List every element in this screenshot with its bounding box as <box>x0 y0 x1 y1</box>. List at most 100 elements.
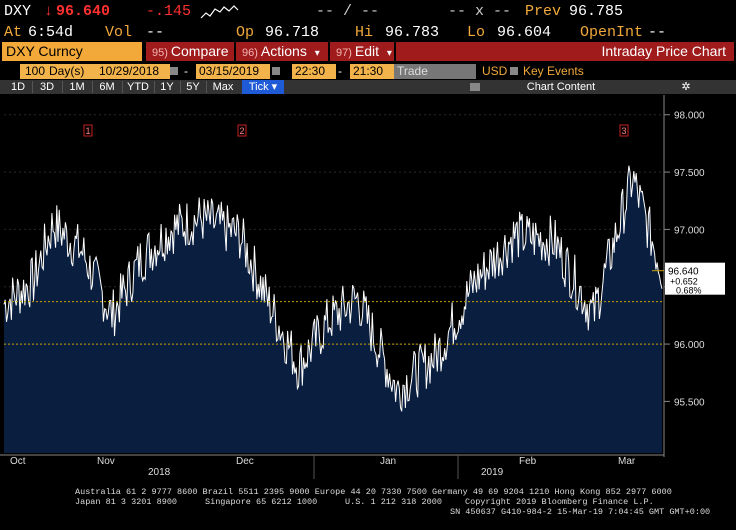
chevron-down-icon: ▾ <box>386 48 392 59</box>
last-change-pct-label: 0.68% <box>676 286 702 296</box>
vol-label: Vol <box>105 24 133 41</box>
range-max-button[interactable]: Max <box>212 81 234 93</box>
field-dropdown-icon[interactable] <box>468 64 476 79</box>
high-label: Hi <box>355 24 374 41</box>
tick-select[interactable]: Tick ▾ <box>242 80 284 94</box>
chart-content-button[interactable]: Chart Content <box>526 81 596 93</box>
sparkline-icon <box>200 5 239 19</box>
x-year-label: 2018 <box>148 467 171 478</box>
range-ytd-button[interactable]: YTD <box>127 81 149 93</box>
event-markers: 1 2 3 <box>83 124 629 137</box>
footer-copyright: Copyright 2019 Bloomberg Finance L.P. <box>465 497 654 507</box>
key-events-checkbox[interactable] <box>510 67 518 75</box>
y-tick-label: 95.500 <box>674 397 705 408</box>
gear-icon[interactable]: ✲ <box>681 81 691 93</box>
prev-value: 96.785 <box>569 3 624 20</box>
at-time: 6:54d <box>28 24 74 41</box>
x-axis: Oct Nov Dec Jan Feb Mar 2018 2019 <box>0 454 664 479</box>
x-month-label: Jan <box>380 456 396 467</box>
end-date-input[interactable]: 03/15/2019 <box>196 64 270 79</box>
price-line <box>3 165 663 412</box>
last-price-box <box>665 262 725 295</box>
at-label: At <box>4 24 23 41</box>
compare-label: Compare <box>170 43 229 59</box>
x-month-label: Nov <box>97 456 115 467</box>
open-value: 96.718 <box>265 24 320 41</box>
edit-button[interactable]: 97) Edit ▾ <box>330 42 394 61</box>
compare-button[interactable]: 95) Compare <box>146 42 234 61</box>
divider <box>62 81 63 93</box>
footer-session-info: SN 450637 G410-984-2 15-Mar-19 7:04:45 G… <box>450 507 711 517</box>
divider <box>122 81 123 93</box>
range-1y-button[interactable]: 1Y <box>160 81 174 93</box>
y-tick-label: 97.500 <box>674 168 705 179</box>
start-time-input[interactable]: 22:30 <box>292 64 336 79</box>
event-marker-label: 3 <box>622 126 627 136</box>
x-month-label: Oct <box>10 456 26 467</box>
last-price-label: 96.640 <box>668 267 699 278</box>
high-value: 96.783 <box>385 24 440 41</box>
field-select[interactable]: Trade <box>394 64 470 79</box>
divider <box>92 81 93 93</box>
openint-value: -- <box>648 24 667 41</box>
size: -- x -- <box>448 3 512 20</box>
divider <box>206 81 207 93</box>
actions-label: Actions <box>260 43 307 59</box>
footer: Australia 61 2 9777 8600 Brazil 5511 239… <box>0 487 736 530</box>
quote-bar: DXY ↓ 96.640 -.145 -- / -- -- x -- Prev … <box>0 0 736 22</box>
range-6m-button[interactable]: 6M <box>99 81 115 93</box>
y-tick-label: 96.000 <box>674 340 705 351</box>
range-1d-button[interactable]: 1D <box>10 81 26 93</box>
divider <box>32 81 33 93</box>
event-marker-label: 1 <box>86 126 91 136</box>
currency-label[interactable]: USD <box>482 64 508 78</box>
edit-shortcut: 97) <box>336 47 352 59</box>
x-month-label: Feb <box>519 456 537 467</box>
chart-title: Intraday Price Chart <box>601 43 727 59</box>
start-date-input[interactable]: 10/29/2018 <box>96 64 170 79</box>
key-events-label[interactable]: Key Events <box>523 64 584 78</box>
down-arrow-icon: ↓ <box>44 3 54 20</box>
actions-button[interactable]: 96) Actions ▾ <box>236 42 328 61</box>
x-month-label: Dec <box>236 456 254 467</box>
reference-lines <box>4 301 662 345</box>
security-field[interactable]: DXY Curncy <box>2 42 142 61</box>
y-tick-label: 98.000 <box>674 111 705 122</box>
calendar-icon[interactable] <box>272 67 280 75</box>
end-time-input[interactable]: 21:30 <box>350 64 394 79</box>
period-unit-select[interactable]: Day(s) <box>46 64 98 79</box>
chart-content-toggle-icon[interactable] <box>470 83 480 91</box>
time-range-dash: - <box>338 64 342 78</box>
event-marker-box <box>83 124 93 137</box>
last-price: 96.640 <box>56 3 111 20</box>
range-3d-button[interactable]: 3D <box>39 81 55 93</box>
security-label: DXY Curncy <box>6 43 83 59</box>
divider <box>180 81 181 93</box>
footer-contacts-line1: Australia 61 2 9777 8600 Brazil 5511 239… <box>75 487 672 497</box>
toolbar: DXY Curncy 95) Compare 96) Actions ▾ 97) Ed… <box>0 42 736 62</box>
range-nav: 1D 3D 1M 6M YTD 1Y 5Y Max Tick ▾ Chart C… <box>0 80 736 94</box>
range-5y-button[interactable]: 5Y <box>186 81 200 93</box>
event-marker-label: 2 <box>240 126 245 136</box>
chevron-down-icon: ▾ <box>314 48 320 59</box>
actions-shortcut: 96) <box>242 47 258 59</box>
y-tick-label: 97.000 <box>674 225 705 236</box>
calendar-icon[interactable] <box>170 67 178 75</box>
footer-contacts-us: U.S. 1 212 318 2000 <box>345 497 442 507</box>
ticker-label: DXY <box>4 3 32 20</box>
divider <box>154 81 155 93</box>
date-controls: 100 Day(s) 10/29/2018 - 03/15/2019 22:30… <box>0 63 736 80</box>
x-month-label: Mar <box>618 456 636 467</box>
prev-label: Prev <box>525 3 562 20</box>
date-range-dash: - <box>184 64 188 78</box>
range-1m-button[interactable]: 1M <box>69 81 85 93</box>
event-marker-box <box>237 124 247 137</box>
period-input[interactable]: 100 <box>20 64 48 79</box>
open-label: Op <box>236 24 255 41</box>
vol-value: -- <box>146 24 165 41</box>
footer-contacts-singapore: Singapore 65 6212 1000 <box>205 497 318 507</box>
stats-bar: At 6:54d Vol -- Op 96.718 Hi 96.783 Lo 9… <box>0 22 736 42</box>
openint-label: OpenInt <box>580 24 644 41</box>
